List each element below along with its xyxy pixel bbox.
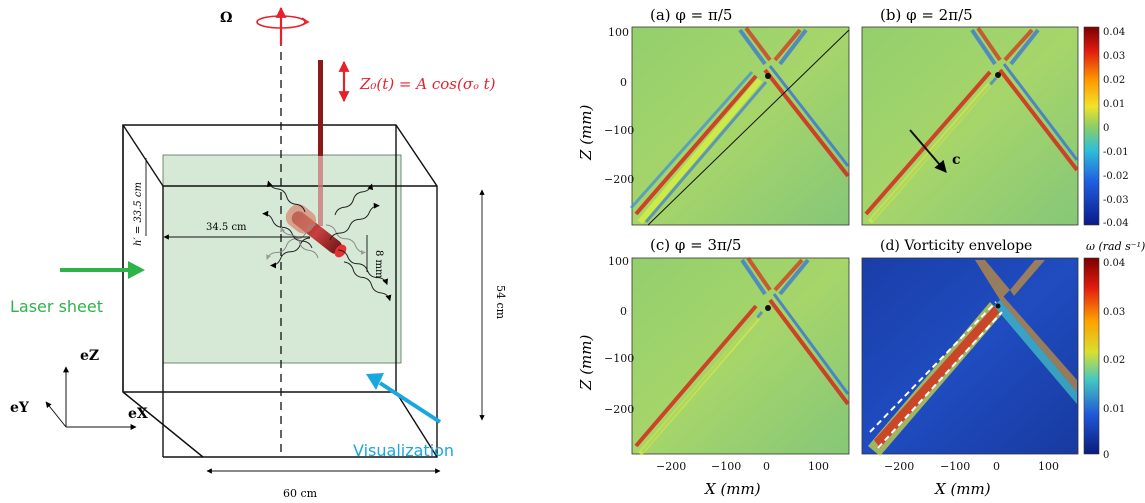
oscillating-rod	[318, 60, 323, 156]
cylinder-marker	[995, 72, 1001, 78]
ytick: −200	[604, 173, 634, 186]
tank-outline	[122, 124, 438, 458]
omega-label: Ω	[220, 10, 232, 26]
panel-b-title: (b) φ = 2π/5	[880, 6, 973, 24]
cylinder-marker	[765, 73, 771, 79]
ytick: 0	[620, 305, 627, 318]
base-label: 60 cm	[283, 487, 318, 500]
cylinder-marker	[995, 303, 1001, 309]
panel-a: (a) φ = π/5	[629, 6, 850, 226]
cb-tick: 0.01	[1103, 99, 1125, 110]
ytick: 0	[620, 76, 627, 89]
cut-line	[647, 29, 850, 226]
panel-d: (d) Vorticity envelope	[861, 238, 1079, 456]
cb-tick: 0	[1103, 450, 1109, 461]
cb-tick: 0.04	[1103, 27, 1125, 38]
height-label: 54 cm	[494, 285, 507, 320]
ex-label: eX	[128, 406, 148, 422]
group-velocity-arrow	[909, 129, 947, 173]
xtick: 100	[808, 460, 829, 473]
xtick: 0	[993, 460, 1000, 473]
ytick: 100	[608, 255, 629, 268]
cb-tick: -0.01	[1103, 147, 1129, 158]
cb-tick: -0.04	[1103, 218, 1129, 229]
xtick: 0	[763, 460, 770, 473]
panel-a-title: (a) φ = π/5	[650, 6, 732, 24]
wave-beams	[262, 180, 392, 302]
cb-tick: 0.02	[1103, 75, 1125, 86]
cb-tick: 0.03	[1103, 307, 1125, 318]
h-label: h′ = 33.5 cm	[133, 182, 144, 246]
ytick: 100	[608, 26, 629, 39]
panel-b: (b) φ = 2π/5 c	[861, 6, 1079, 226]
xtick: −200	[884, 460, 914, 473]
visualization-label: Visualization	[353, 441, 454, 460]
rotation-circle	[256, 15, 306, 29]
setup-diagram: Ω Z₀(t) = A cos(σₒ t) h′ = 33.5 cm	[10, 6, 507, 500]
piv-panels: (a) φ = π/5 (b) φ = 2π/5	[577, 6, 1145, 498]
xlabel-left: X (mm)	[704, 480, 761, 498]
xlabel-right: X (mm)	[934, 480, 991, 498]
panel-d-title: (d) Vorticity envelope	[880, 238, 1032, 254]
ytick: −200	[604, 403, 634, 416]
cb-tick: -0.03	[1103, 195, 1129, 206]
colorbar-title: ω (rad s⁻¹)	[1086, 240, 1145, 253]
rod-label: 8 mm	[373, 250, 384, 279]
coordinate-axes: eZ eY eX	[10, 348, 148, 430]
colorbar-bottom: ω (rad s⁻¹) 0.04 0.03 0.02 0.01 0	[1083, 240, 1145, 461]
panel-c: (c) φ = 3π/5	[631, 236, 850, 456]
xtick: −100	[940, 460, 970, 473]
colorbar-top: 0.04 0.03 0.02 0.01 0 -0.01 -0.02 -0.03 …	[1083, 26, 1129, 229]
ez-label: eZ	[80, 348, 99, 364]
ylabel-bottom: Z (mm)	[577, 335, 595, 391]
xtick: 100	[1038, 460, 1059, 473]
z0-label: Z₀(t) = A cos(σₒ t)	[359, 75, 496, 93]
cb-tick: -0.02	[1103, 171, 1129, 182]
xtick: −100	[711, 460, 741, 473]
cylinder	[285, 204, 347, 258]
light-sheet	[162, 154, 402, 364]
xtick: −200	[656, 460, 686, 473]
envelope-edge-top	[869, 301, 997, 433]
cb-tick: 0.02	[1103, 355, 1125, 366]
envelope-edge-bottom	[877, 311, 1003, 449]
cb-tick: 0.04	[1103, 258, 1125, 269]
cylinder-marker	[765, 305, 771, 311]
panel-c-title: (c) φ = 3π/5	[650, 236, 741, 254]
cb-tick: 0.01	[1103, 404, 1125, 415]
laser-label: Laser sheet	[10, 297, 103, 316]
ylabel-top: Z (mm)	[577, 105, 595, 161]
ey-label: eY	[10, 400, 30, 416]
width-label: 34.5 cm	[206, 222, 247, 233]
c-label: c	[952, 152, 961, 168]
ytick: −100	[604, 352, 634, 365]
visualization-arrow	[378, 381, 442, 424]
cb-tick: 0	[1103, 123, 1109, 134]
cb-tick: 0.03	[1103, 51, 1125, 62]
ytick: −100	[604, 124, 634, 137]
